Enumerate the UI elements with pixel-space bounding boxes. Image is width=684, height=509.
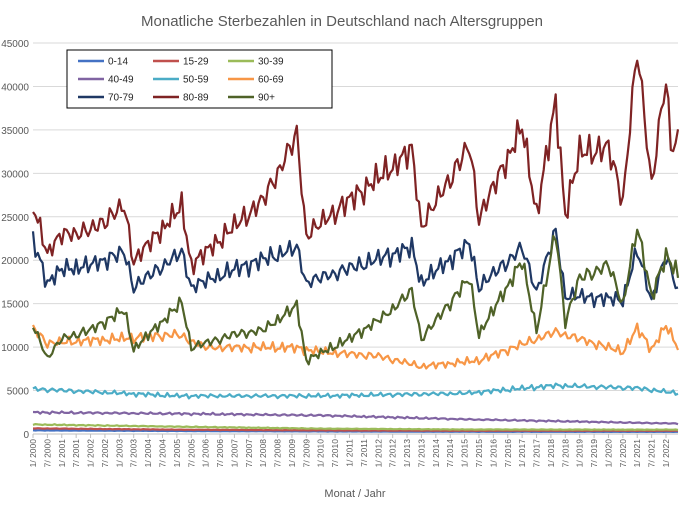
x-tick-label: 1/ 2010: [316, 439, 326, 468]
legend-label: 70-79: [108, 93, 134, 104]
series-line-50-59: [32, 382, 679, 400]
legend-label: 0-14: [108, 57, 128, 68]
x-tick-label: 1/ 2001: [57, 439, 67, 468]
x-axis-label: Monat / Jahr: [324, 488, 385, 500]
legend-box: [66, 49, 333, 109]
series-line-40-49: [32, 410, 679, 426]
x-tick-label: 7/ 2012: [388, 439, 398, 468]
y-tick-label: 25000: [1, 213, 29, 224]
y-tick-label: 0: [23, 430, 29, 441]
y-tick-label: 45000: [1, 39, 29, 50]
y-axis-ticks: 0 5000 10000 15000 20000 25000 30000 35000 40000…: [1, 39, 29, 441]
x-tick-label: 1/ 2013: [402, 439, 412, 468]
series-line-60-69: [32, 322, 680, 370]
x-tick-label: 1/ 2020: [603, 439, 613, 468]
x-tick-label: 1/ 2016: [488, 439, 498, 468]
x-tick-label: 7/ 2008: [273, 439, 283, 468]
legend-label: 60-69: [258, 75, 284, 86]
legend-label: 80-89: [183, 93, 209, 104]
x-tick-label: 1/ 2005: [172, 439, 182, 468]
x-tick-label: 1/ 2007: [229, 439, 239, 468]
x-tick-label: 7/ 2020: [618, 439, 628, 468]
x-tick-label: 1/ 2018: [546, 439, 556, 468]
x-tick-label: 1/ 2019: [575, 439, 585, 468]
series-line-90+: [32, 228, 680, 366]
x-tick-label: 1/ 2002: [86, 439, 96, 468]
x-tick-label: 7/ 2015: [474, 439, 484, 468]
y-tick-label: 20000: [1, 256, 29, 267]
x-tick-label: 7/ 2003: [129, 439, 139, 468]
x-tick-label: 1/ 2022: [661, 439, 671, 468]
y-tick-label: 30000: [1, 169, 29, 180]
x-tick-label: 1/ 2021: [632, 439, 642, 468]
legend-label: 30-39: [258, 57, 284, 68]
series-line-70-79: [31, 227, 679, 309]
x-tick-label: 1/ 2003: [114, 439, 124, 468]
series-lines: [31, 59, 680, 433]
x-axis-ticks: 1/ 2000 7/ 2000 1/ 2001 7/ 2001 1/ 2002 7/ 20…: [28, 434, 671, 467]
x-tick-label: 7/ 2016: [503, 439, 513, 468]
x-tick-label: 1/ 2012: [373, 439, 383, 468]
legend-label: 90+: [258, 93, 275, 104]
x-tick-label: 7/ 2004: [157, 439, 167, 468]
y-tick-label: 5000: [7, 387, 30, 398]
x-tick-label: 1/ 2000: [28, 439, 38, 468]
y-tick-label: 15000: [1, 300, 29, 311]
y-tick-label: 40000: [1, 82, 29, 93]
x-tick-label: 7/ 2019: [589, 439, 599, 468]
y-tick-label: 10000: [1, 343, 29, 354]
x-tick-label: 7/ 2000: [42, 439, 52, 468]
x-tick-label: 1/ 2004: [143, 439, 153, 468]
x-tick-label: 7/ 2002: [100, 439, 110, 468]
series-line-80-89: [32, 59, 680, 276]
x-tick-label: 7/ 2010: [330, 439, 340, 468]
x-tick-label: 1/ 2011: [345, 439, 355, 467]
legend-label: 15-29: [183, 57, 209, 68]
x-tick-label: 1/ 2014: [431, 439, 441, 468]
x-tick-label: 1/ 2006: [201, 439, 211, 468]
x-tick-label: 7/ 2001: [71, 439, 81, 468]
x-tick-label: 7/ 2011: [359, 439, 369, 467]
x-tick-label: 7/ 2017: [532, 439, 542, 468]
x-tick-label: 1/ 2017: [517, 439, 527, 468]
x-tick-label: 7/ 2013: [416, 439, 426, 468]
legend-label: 50-59: [183, 75, 209, 86]
grid: [33, 42, 678, 435]
x-tick-label: 7/ 2007: [244, 439, 254, 468]
series-line-15-29: [33, 427, 679, 432]
x-tick-label: 7/ 2021: [647, 439, 657, 468]
series-line-30-39: [32, 423, 679, 431]
x-tick-label: 7/ 2014: [445, 439, 455, 468]
y-tick-label: 35000: [1, 126, 29, 137]
x-tick-label: 7/ 2005: [186, 439, 196, 468]
x-tick-label: 7/ 2006: [215, 439, 225, 468]
x-tick-label: 7/ 2018: [560, 439, 570, 468]
x-tick-label: 1/ 2015: [460, 439, 470, 468]
chart-title: Monatliche Sterbezahlen in Deutschland n…: [141, 13, 543, 30]
legend: 0-14 15-29 30-39 40-49 50-59 60-69 70-79 80-89 9…: [66, 49, 333, 109]
x-tick-label: 7/ 2009: [301, 439, 311, 468]
legend-label: 40-49: [108, 75, 134, 86]
x-tick-label: 1/ 2009: [287, 439, 297, 468]
x-tick-label: 1/ 2008: [258, 439, 268, 468]
